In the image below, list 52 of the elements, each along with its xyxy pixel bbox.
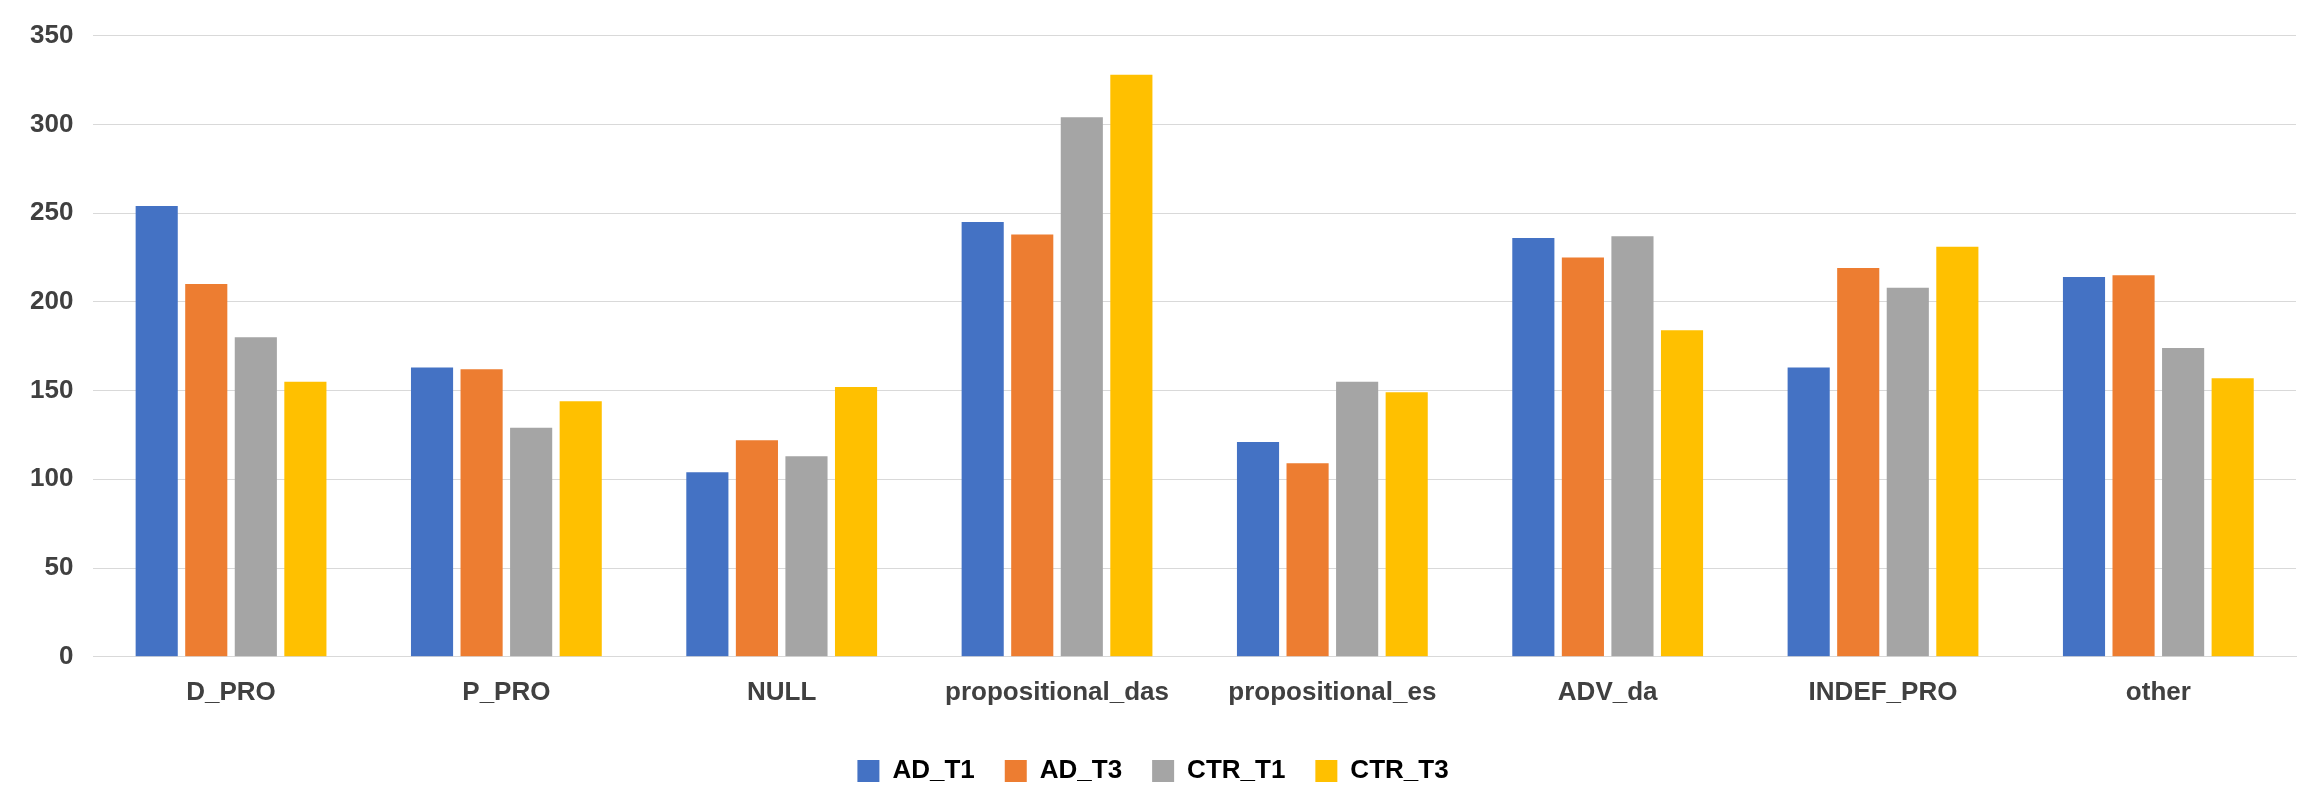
bar: [284, 381, 327, 657]
bar: [1286, 463, 1329, 657]
bar: [185, 284, 228, 657]
legend-label: CTR_T3: [1350, 754, 1449, 785]
x-tick-label: INDEF_PRO: [1808, 675, 1958, 706]
bar: [834, 387, 878, 657]
x-tick-label: propositional_es: [1228, 675, 1437, 706]
y-tick-label: 50: [44, 551, 74, 582]
bar: [785, 456, 828, 657]
x-tick-label: other: [2125, 675, 2191, 706]
bar: [234, 337, 277, 657]
bar: [686, 472, 729, 657]
bar: [135, 205, 178, 657]
bar: [2211, 378, 2254, 657]
bar: [1837, 268, 1880, 657]
y-tick-label: 0: [58, 639, 74, 670]
bar: [2162, 347, 2205, 657]
bar: [410, 367, 454, 657]
bar: [1660, 330, 1704, 657]
bar: [1512, 237, 1555, 657]
x-tick-label: P_PRO: [462, 675, 551, 706]
bar: [1011, 234, 1054, 657]
legend-label: CTR_T1: [1187, 754, 1286, 785]
y-tick-label: 300: [29, 107, 74, 138]
bar: [559, 401, 602, 657]
x-tick-label: NULL: [747, 675, 817, 706]
y-tick-label: 250: [29, 196, 74, 227]
y-tick-label: 100: [29, 462, 74, 493]
bar: [1611, 236, 1654, 657]
bar: [2112, 275, 2155, 657]
y-tick-label: 350: [29, 18, 74, 49]
x-tick-label: propositional_das: [945, 675, 1169, 706]
bar: [735, 440, 778, 657]
bar: [2062, 276, 2106, 657]
bar: [1936, 246, 1979, 657]
bar: [1886, 287, 1929, 657]
x-tick-label: ADV_da: [1557, 675, 1659, 706]
legend-label: AD_T1: [892, 754, 975, 785]
bar: [1385, 392, 1428, 657]
bar: [1236, 442, 1280, 657]
legend-label: AD_T3: [1039, 754, 1123, 785]
bar: [510, 427, 553, 657]
y-tick-label: 150: [29, 373, 74, 404]
bar: [1110, 74, 1153, 657]
bar: [1787, 367, 1830, 657]
bar: [460, 369, 503, 657]
bar: [1336, 381, 1379, 657]
y-tick-label: 200: [29, 285, 74, 315]
x-tick-label: D_PRO: [186, 675, 276, 706]
bar: [1561, 257, 1604, 657]
bar: [961, 221, 1004, 657]
bar: [1060, 117, 1103, 657]
